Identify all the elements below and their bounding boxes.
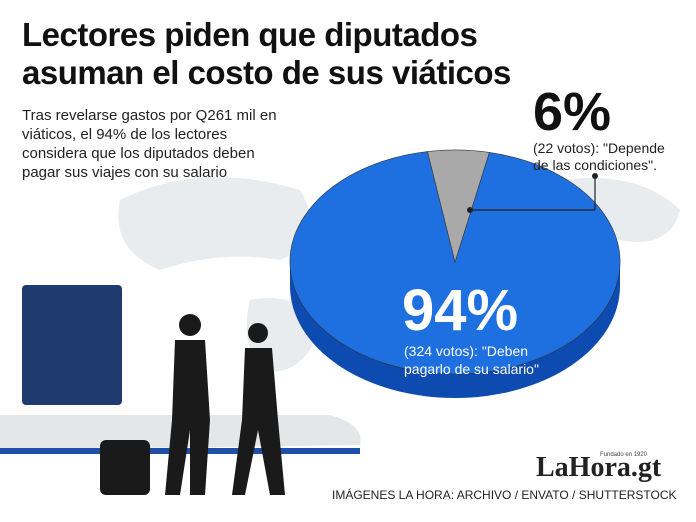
leader-dot	[467, 207, 473, 213]
source: IMÁGENES LA HORA: ARCHIVO / ENVATO / SHU…	[332, 488, 677, 502]
map-shape	[118, 177, 312, 270]
logo: LaHora.gt	[536, 452, 662, 483]
subtitle: Tras revelarse gastos por Q261 mil en vi…	[22, 107, 277, 181]
slice-label: (22 votos): "Depende de las condiciones"…	[533, 140, 665, 173]
leader-dot	[592, 173, 598, 179]
slice-label: (324 votos): "Deben pagarlo de su salari…	[404, 343, 539, 377]
chart-title: Lectores piden que diputados asuman el c…	[22, 16, 511, 91]
suitcase	[100, 440, 150, 495]
value-label: 6%	[533, 82, 612, 142]
person-body	[232, 348, 285, 495]
travelers	[100, 314, 285, 495]
person-head	[179, 314, 201, 336]
pie-slice	[427, 149, 490, 264]
logo-tagline: Fundado en 1920	[600, 452, 648, 458]
person-head	[248, 323, 268, 343]
map-shape	[560, 178, 680, 242]
value-label: 94%	[402, 278, 519, 343]
passport	[22, 285, 122, 405]
person-body	[165, 340, 210, 495]
